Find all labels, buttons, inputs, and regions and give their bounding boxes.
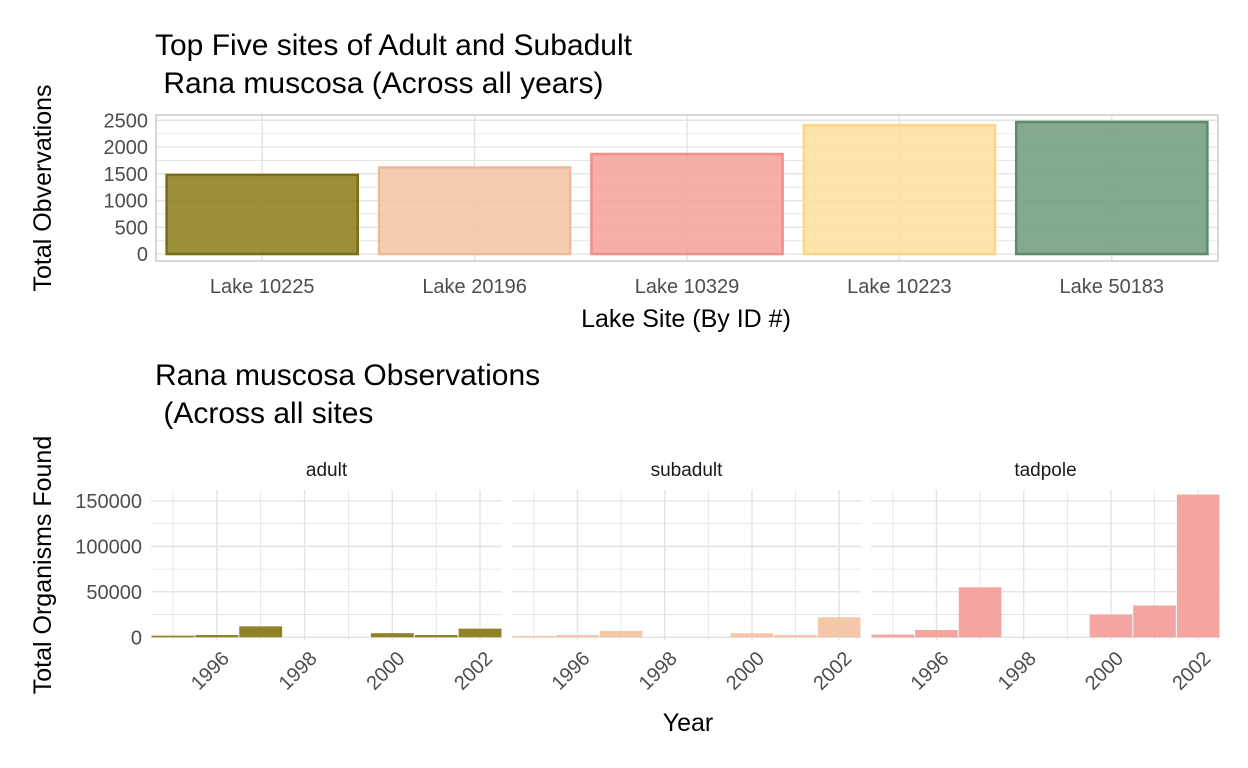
chart1-y-axis-title: Total Obvervations (29, 84, 57, 291)
chart2-title-line2: (Across all sites (155, 397, 373, 430)
bar (195, 635, 239, 638)
x-tick-label: 1996 (187, 648, 234, 695)
x-tick-label: Lake 50183 (1060, 276, 1165, 298)
facet-strip-label: subadult (651, 460, 724, 481)
bar (512, 635, 556, 638)
chart1-title-line1: Top Five sites of Adult and Subadult (155, 29, 633, 62)
bar (1133, 605, 1176, 638)
bar (730, 633, 774, 638)
x-tick-label: 1996 (548, 648, 595, 695)
x-tick-label: Lake 10223 (847, 276, 952, 298)
chart2-x-axis-title: Year (663, 709, 714, 737)
y-tick-label: 50000 (86, 582, 142, 604)
x-tick-label: 1998 (635, 648, 682, 695)
y-tick-label: 1000 (104, 191, 149, 213)
facet-strip-label: tadpole (1014, 460, 1076, 481)
bar (590, 152, 784, 256)
x-tick-label: 2002 (450, 648, 497, 695)
x-tick-label: Lake 20196 (422, 276, 527, 298)
facet-strip-label: adult (306, 460, 348, 481)
bar (556, 635, 599, 638)
bar (958, 587, 1002, 638)
bar (151, 635, 195, 638)
bar (1176, 494, 1220, 638)
y-tick-label: 100000 (75, 536, 142, 558)
chart2-title-line1: Rana muscosa Observations (155, 359, 540, 392)
y-tick-label: 500 (115, 217, 148, 239)
bar (1089, 614, 1133, 638)
bar (871, 634, 915, 638)
y-tick-label: 0 (137, 244, 148, 266)
x-tick-label: Lake 10329 (635, 276, 740, 298)
chart1-plot: 0 500 1000 1500 2000 2500 Lake 10225 Lake 20196… (104, 110, 1219, 298)
panel-border (155, 114, 1219, 262)
bar (774, 635, 817, 638)
bar (414, 635, 458, 638)
chart1-title-line2: Rana muscosa (Across all years) (155, 67, 603, 100)
bar (458, 628, 502, 638)
x-tick-label: 2000 (362, 648, 409, 695)
y-tick-label: 150000 (75, 491, 142, 513)
chart2-plot: 0 50000 100000 150000 adult 1996 1998 2000 2002 s… (75, 460, 1220, 695)
y-tick-label: 1500 (104, 164, 149, 186)
bar (377, 166, 572, 256)
y-tick-label: 2000 (104, 137, 149, 159)
x-tick-label: 1998 (275, 648, 322, 695)
y-tick-label: 2500 (104, 110, 149, 132)
x-tick-label: 1998 (994, 648, 1041, 695)
x-tick-label: Lake 10225 (210, 276, 315, 298)
bar (599, 630, 643, 638)
x-tick-label: 1996 (907, 648, 954, 695)
chart1-x-axis-title: Lake Site (By ID #) (581, 305, 791, 333)
bar (165, 173, 360, 256)
bar (817, 617, 861, 638)
bar (239, 626, 283, 638)
bar (802, 123, 997, 256)
x-tick-label: 2002 (1168, 648, 1215, 695)
y-tick-label: 0 (131, 627, 142, 649)
chart2-y-axis-title: Total Organisms Found (29, 436, 57, 694)
x-tick-label: 2002 (809, 648, 856, 695)
bar (1014, 120, 1209, 256)
bar (915, 630, 958, 638)
x-tick-label: 2000 (1081, 648, 1128, 695)
bar (370, 633, 414, 638)
x-tick-label: 2000 (722, 648, 769, 695)
